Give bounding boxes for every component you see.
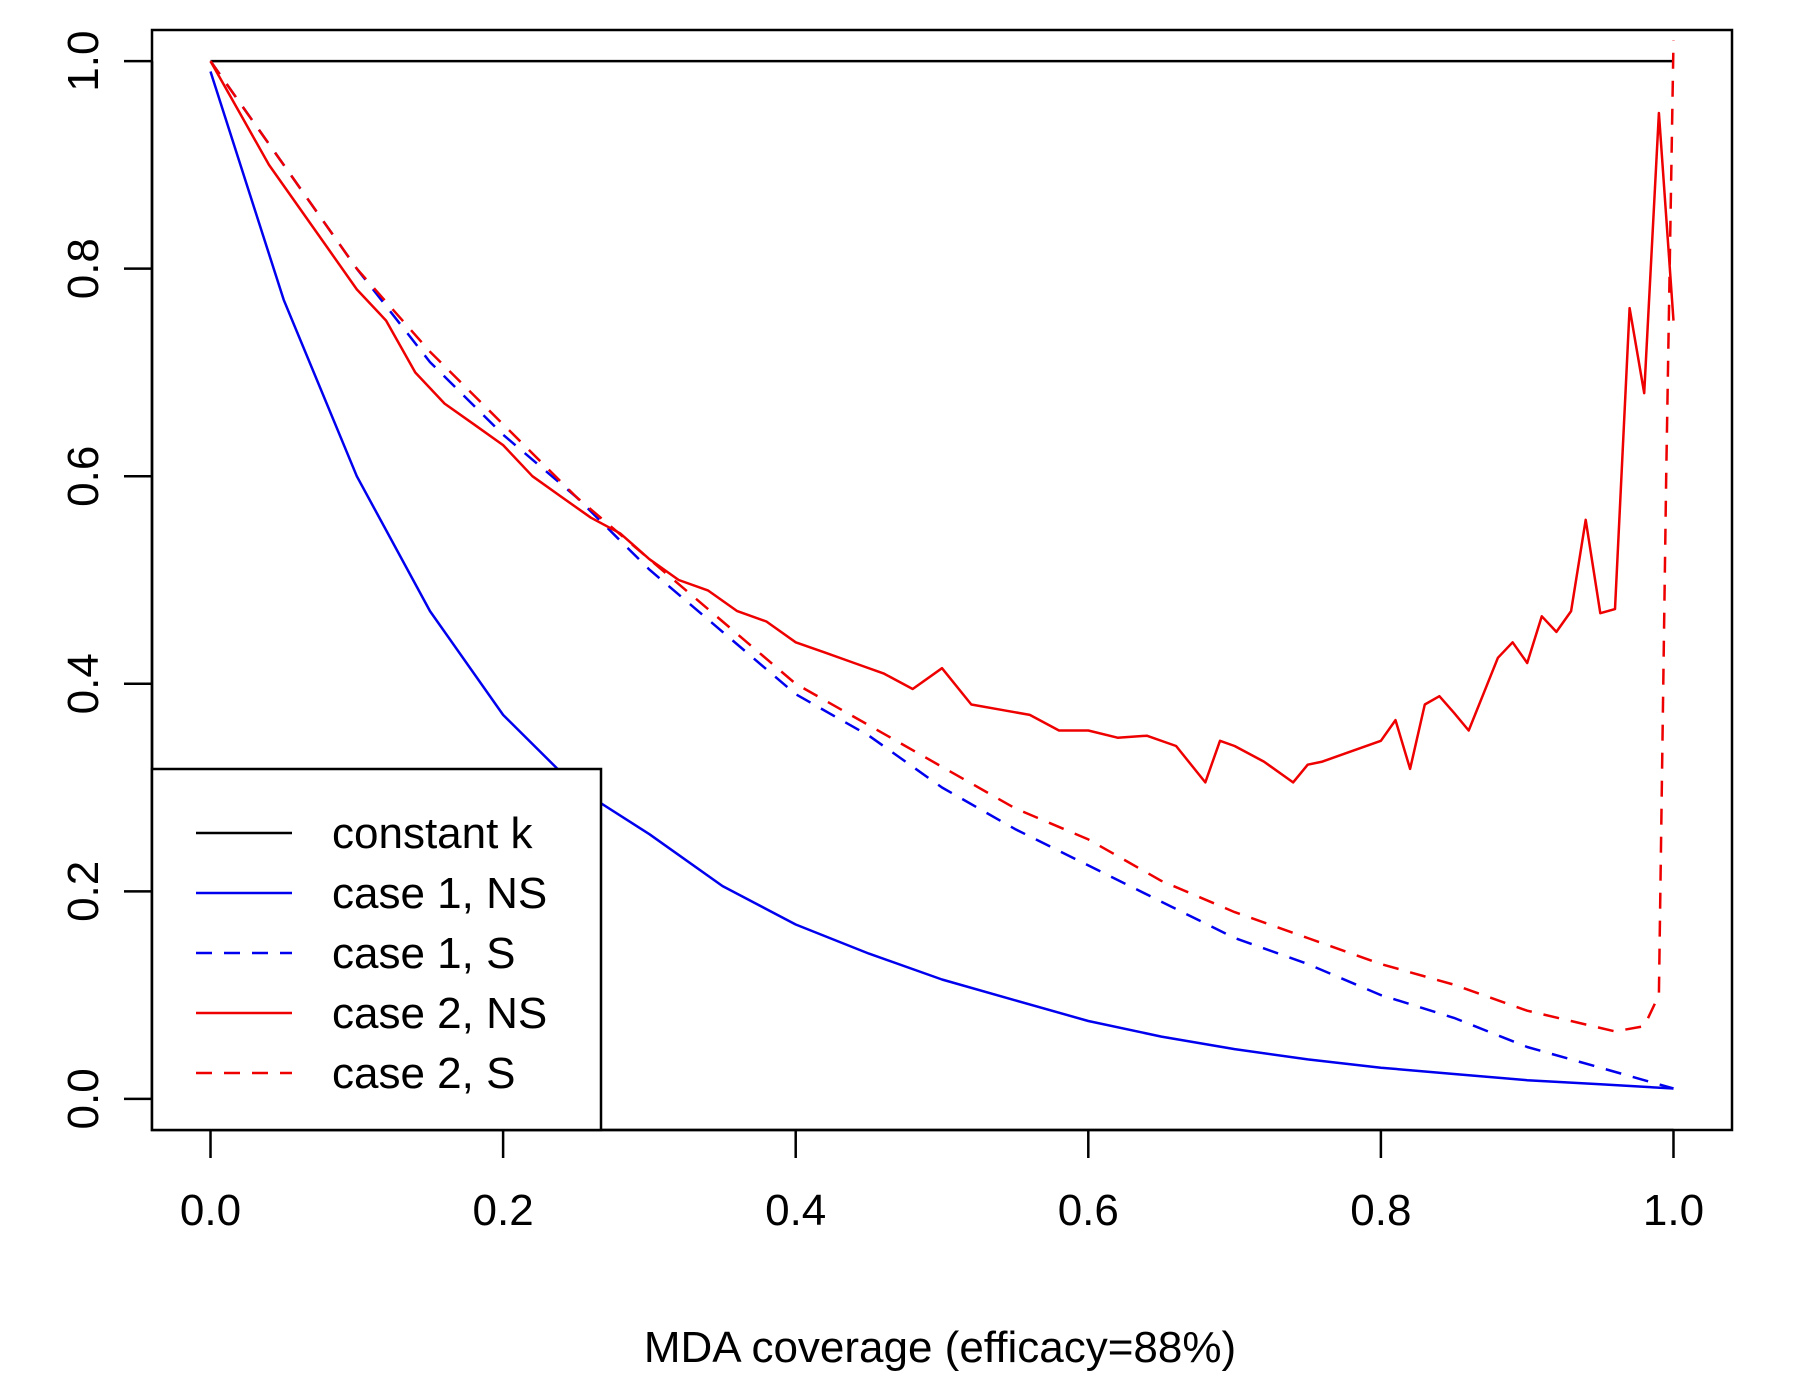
y-tick-label: 0.8 bbox=[59, 238, 108, 299]
series-layer bbox=[209, 40, 1675, 1090]
series-line-1 bbox=[209, 71, 1674, 1090]
x-tick-label: 0.0 bbox=[180, 1186, 241, 1235]
legend-box bbox=[150, 767, 603, 1132]
series-line-3 bbox=[209, 60, 1675, 784]
legend-label-3: case 2, NS bbox=[332, 989, 547, 1038]
x-tick-label: 0.6 bbox=[1058, 1186, 1119, 1235]
series-line-4 bbox=[209, 40, 1675, 1033]
y-tick-label: 0.2 bbox=[59, 861, 108, 922]
legend: constant k case 1, NS case 1, S case 2, NS c… bbox=[150, 767, 603, 1132]
y-axis: 0.0 0.2 0.4 0.6 0.8 1.0 bbox=[59, 31, 154, 1129]
y-tick-label: 0.6 bbox=[59, 446, 108, 507]
x-tick-label: 0.2 bbox=[473, 1186, 534, 1235]
y-tick-label: 1.0 bbox=[59, 31, 108, 92]
legend-label-2: case 1, S bbox=[332, 929, 515, 978]
x-tick-label: 0.4 bbox=[765, 1186, 826, 1235]
x-tick-label: 1.0 bbox=[1643, 1186, 1704, 1235]
series-line-2 bbox=[209, 60, 1674, 1090]
legend-label-4: case 2, S bbox=[332, 1049, 515, 1098]
y-tick-label: 0.0 bbox=[59, 1068, 108, 1129]
legend-label-0: constant k bbox=[332, 809, 534, 858]
x-axis: 0.0 0.2 0.4 0.6 0.8 1.0 bbox=[180, 1128, 1704, 1235]
x-tick-label: 0.8 bbox=[1350, 1186, 1411, 1235]
x-axis-label: MDA coverage (efficacy=88%) bbox=[644, 1323, 1236, 1372]
legend-label-1: case 1, NS bbox=[332, 869, 547, 918]
y-tick-label: 0.4 bbox=[59, 653, 108, 714]
